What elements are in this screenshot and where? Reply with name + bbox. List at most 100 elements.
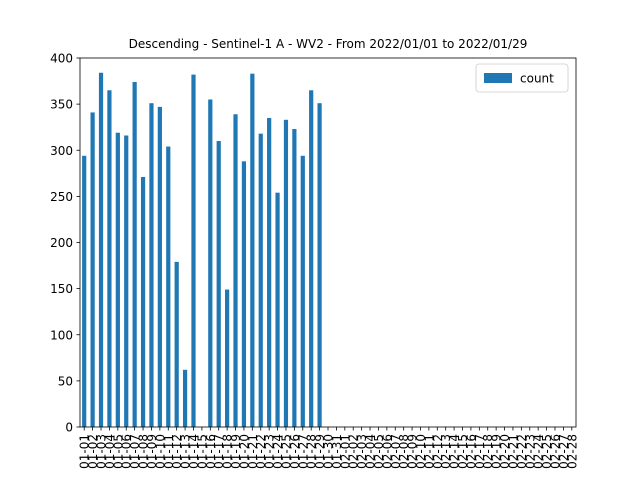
y-tick-label: 200 — [50, 236, 73, 250]
x-tick-label: 01-03 — [95, 434, 109, 469]
x-tick-label: 02-15 — [456, 434, 470, 469]
x-tick-label: 01-20 — [237, 434, 251, 469]
x-tick-label: 01-13 — [179, 434, 193, 469]
y-tick-label: 400 — [50, 52, 73, 66]
x-tick-label: 01-28 — [305, 434, 319, 469]
x-tick-label: 01-15 — [195, 434, 209, 469]
y-tick-label: 50 — [58, 374, 73, 388]
bar-01-14 — [191, 74, 196, 428]
x-tick-label: 01-07 — [128, 434, 142, 469]
bar-01-08 — [140, 177, 146, 427]
bar-01-16 — [208, 99, 213, 427]
bar-01-13 — [182, 369, 188, 427]
y-axis: 0 50 100 150 200 250 300 350 400 — [50, 52, 80, 435]
bar-01-12 — [174, 261, 179, 427]
x-tick-label: 02-18 — [481, 434, 495, 469]
bar-01-25 — [283, 119, 289, 427]
x-tick-label: 01-21 — [246, 434, 260, 469]
x-tick-label: 02-12 — [431, 434, 445, 469]
bar-01-27 — [300, 155, 305, 428]
bar-01-11 — [166, 146, 171, 427]
x-tick-label: 01-16 — [204, 434, 218, 469]
legend-swatch — [484, 73, 512, 83]
bar-01-03 — [98, 72, 104, 427]
y-tick-label: 250 — [50, 190, 73, 204]
bar-01-04 — [107, 90, 112, 427]
x-tick-label: 02-27 — [557, 434, 571, 469]
x-tick-label: 01-24 — [271, 434, 285, 469]
x-tick-label: 02-02 — [347, 434, 361, 469]
x-tick-label: 02-03 — [355, 434, 369, 469]
x-tick-label: 02-28 — [565, 434, 579, 469]
x-tick-label: 01-27 — [296, 434, 310, 469]
x-tick-label: 02-11 — [422, 434, 436, 469]
bar-01-07 — [132, 81, 137, 427]
x-tick-label: 02-25 — [540, 434, 554, 469]
x-tick-label: 01-01 — [78, 434, 92, 469]
x-tick-label: 02-05 — [372, 434, 386, 469]
x-tick-label: 01-31 — [330, 434, 344, 469]
x-tick-label: 02-26 — [548, 434, 562, 469]
bar-01-09 — [149, 103, 154, 427]
x-tick-label: 01-19 — [229, 434, 243, 469]
x-tick-label: 01-06 — [120, 434, 134, 469]
x-tick-label: 01-04 — [103, 434, 117, 469]
bar-01-18 — [225, 289, 230, 427]
legend: count — [475, 63, 569, 93]
bar-01-01 — [82, 155, 87, 428]
chart-title: Descending - Sentinel-1 A - WV2 - From 2… — [129, 37, 528, 51]
bar-01-10 — [157, 106, 162, 427]
x-tick-label: 02-23 — [523, 434, 537, 469]
bar-01-19 — [233, 114, 238, 428]
x-tick-label: 02-19 — [490, 434, 504, 469]
bar-01-20 — [241, 161, 247, 427]
bar-01-05 — [115, 132, 120, 427]
x-tick-label: 02-16 — [464, 434, 478, 469]
x-tick-label: 01-14 — [187, 434, 201, 469]
y-tick-label: 300 — [50, 144, 73, 158]
x-tick-label: 01-26 — [288, 434, 302, 469]
y-tick-label: 350 — [50, 98, 73, 112]
x-tick-label: 02-04 — [364, 434, 378, 469]
x-tick-label: 02-13 — [439, 434, 453, 469]
bar-01-28 — [309, 90, 314, 427]
y-tick-label: 100 — [50, 328, 73, 342]
x-tick-label: 02-21 — [506, 434, 520, 469]
bar-01-29 — [317, 103, 322, 427]
bar-01-23 — [267, 117, 272, 428]
bar-01-21 — [250, 73, 255, 428]
y-tick-label: 0 — [65, 421, 73, 435]
x-tick-label: 02-07 — [389, 434, 403, 469]
bar-01-02 — [90, 112, 95, 428]
x-tick-label: 02-24 — [532, 434, 546, 469]
x-tick-label: 01-29 — [313, 434, 327, 469]
x-tick-label: 02-22 — [515, 434, 529, 469]
x-tick-label: 01-02 — [86, 434, 100, 469]
x-tick-label: 01-22 — [254, 434, 268, 469]
bar-01-06 — [124, 135, 129, 428]
x-tick-label: 01-17 — [212, 434, 226, 469]
x-tick-label: 02-08 — [397, 434, 411, 469]
x-tick-label: 01-08 — [137, 434, 151, 469]
x-tick-label: 02-17 — [473, 434, 487, 469]
plot-frame — [79, 57, 577, 428]
x-tick-label: 01-05 — [111, 434, 125, 469]
bar-01-22 — [258, 133, 263, 427]
x-tick-label: 01-11 — [162, 434, 176, 469]
x-tick-label: 01-10 — [153, 434, 167, 469]
x-tick-label: 01-30 — [322, 434, 336, 469]
x-tick-label: 02-20 — [498, 434, 512, 469]
x-tick-label: 02-10 — [414, 434, 428, 469]
axes-frame — [79, 57, 577, 428]
x-tick-label: 01-12 — [170, 434, 184, 469]
bar-01-24 — [275, 192, 280, 427]
x-tick-label: 01-23 — [263, 434, 277, 469]
y-tick-label: 150 — [50, 282, 73, 296]
x-tick-label: 01-25 — [279, 434, 293, 469]
x-tick-label: 01-18 — [221, 434, 235, 469]
x-tick-label: 01-09 — [145, 434, 159, 469]
x-tick-label: 02-14 — [448, 434, 462, 469]
legend-box — [475, 63, 569, 93]
x-tick-label: 02-06 — [380, 434, 394, 469]
